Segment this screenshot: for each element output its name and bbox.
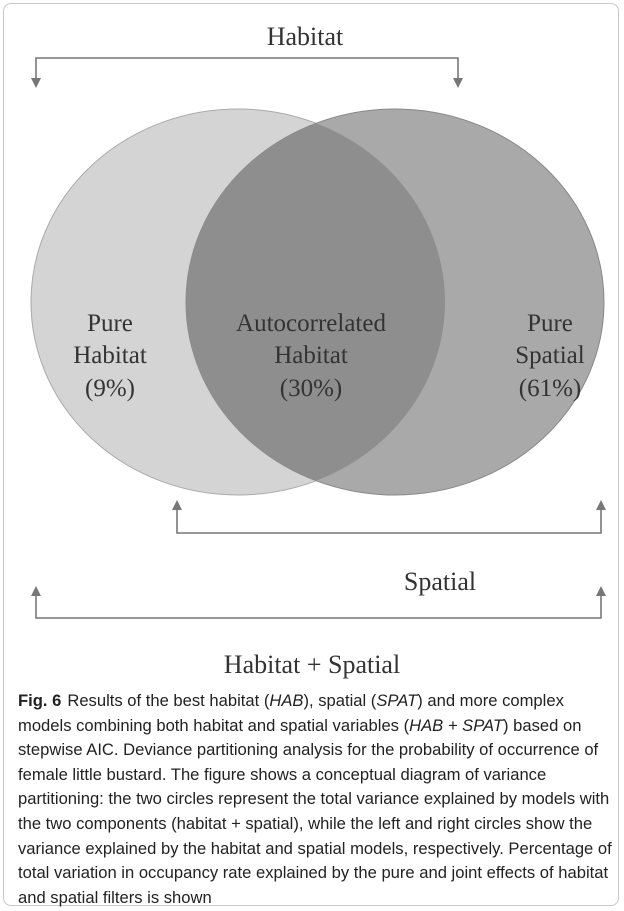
- bracket-label: Habitat + Spatial: [224, 650, 400, 679]
- caption-abbrev: HAB + SPAT: [409, 715, 504, 735]
- bracket-label: Habitat: [267, 22, 344, 51]
- figure-caption: Fig. 6 Results of the best habitat (HAB),…: [18, 689, 616, 910]
- region-label: Spatial: [515, 342, 584, 369]
- caption-abbrev: HAB: [269, 691, 304, 710]
- figure-frame: [3, 3, 619, 906]
- region-label: (30%): [280, 375, 342, 402]
- caption-text: ) based on stepwise AIC. Deviance partit…: [18, 715, 612, 907]
- overlap-region: [186, 109, 445, 495]
- region-label: Pure: [87, 310, 133, 337]
- brackets: [35, 57, 602, 619]
- region-label: Pure: [527, 310, 573, 337]
- region-label: Autocorrelated: [236, 310, 386, 337]
- caption-text: ) and more complex models combining both…: [18, 691, 564, 735]
- caption-text: ), spatial (: [303, 691, 377, 710]
- venn-diagram: Habitat Spatial Habitat + Spatial Pure H…: [30, 22, 606, 679]
- region-label: (9%): [85, 375, 135, 402]
- caption-label: Fig. 6: [18, 691, 62, 710]
- region-label: Habitat: [274, 342, 348, 369]
- bracket-label: Spatial: [404, 567, 476, 596]
- caption-text: Results of the best habitat (: [67, 691, 270, 710]
- arrowheads: [31, 78, 606, 596]
- region-label: Habitat: [73, 342, 147, 369]
- caption-abbrev: SPAT: [376, 691, 418, 710]
- region-label: (61%): [519, 375, 581, 402]
